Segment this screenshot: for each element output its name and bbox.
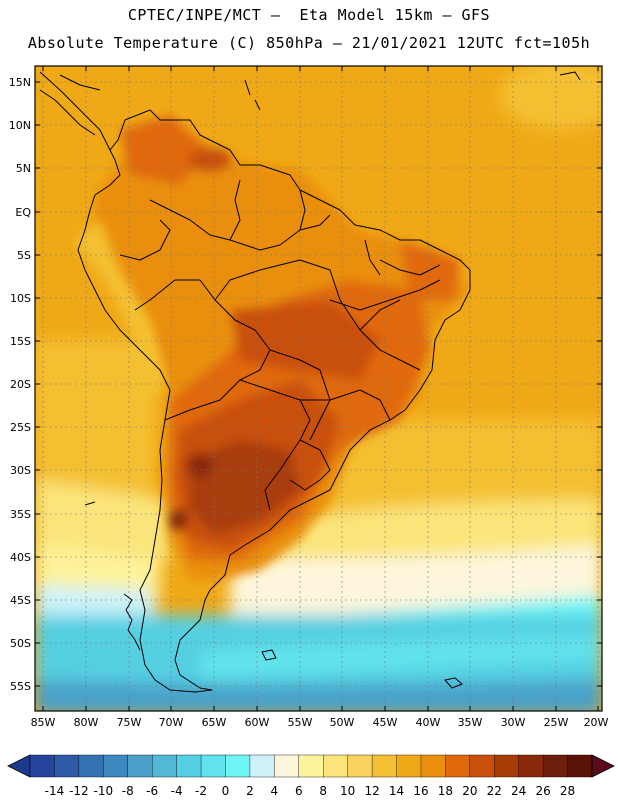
colorbar-tick-label: -14 xyxy=(45,784,65,798)
colorbar-tick-label: 18 xyxy=(438,784,453,798)
latitude-axis: 15N 10N 5N EQ 5S 10S 15S 20S 25S 30S 35S… xyxy=(9,76,32,693)
colorbar-tick-label: 26 xyxy=(535,784,550,798)
colorbar-tick-label: -2 xyxy=(195,784,207,798)
colorbar-swatch xyxy=(103,754,129,778)
colorbar-swatch xyxy=(200,754,226,778)
colorbar-low-arrow xyxy=(7,754,31,778)
lon-label: 30W xyxy=(501,716,526,729)
colorbar-swatch xyxy=(127,754,153,778)
lon-label: 55W xyxy=(288,716,313,729)
colorbar-tick-label: 16 xyxy=(413,784,428,798)
colorbar-tick-label: 24 xyxy=(511,784,526,798)
colorbar-tick-label: 14 xyxy=(389,784,404,798)
colorbar-swatch xyxy=(469,754,495,778)
title-line-1: CPTEC/INPE/MCT – Eta Model 15km – GFS xyxy=(127,6,491,24)
colorbar-tick-label: 10 xyxy=(340,784,355,798)
colorbar-tick-label: -12 xyxy=(69,784,89,798)
lat-label: 20S xyxy=(10,378,31,391)
lon-label: 75W xyxy=(117,716,142,729)
colorbar-swatch xyxy=(323,754,349,778)
lon-label: 70W xyxy=(159,716,184,729)
colorbar-tick-label: 4 xyxy=(271,784,279,798)
colorbar-tick-label: 22 xyxy=(487,784,502,798)
lat-label: 55S xyxy=(10,680,31,693)
colorbar: -14 -12 -10 -8 -6 -4 -2 0 2 4 6 8 10 12 14 16 18 20 22 24 26… xyxy=(7,754,615,798)
lon-label: 80W xyxy=(74,716,99,729)
colorbar-swatch xyxy=(225,754,251,778)
colorbar-swatch xyxy=(298,754,324,778)
lat-label: 35S xyxy=(10,508,31,521)
colorbar-swatch xyxy=(151,754,178,778)
colorbar-swatch xyxy=(54,754,80,778)
colorbar-swatch xyxy=(445,754,471,778)
colorbar-swatch xyxy=(78,754,104,778)
colorbar-tick-label: -8 xyxy=(122,784,134,798)
lat-label: 40S xyxy=(10,551,31,564)
colorbar-swatch xyxy=(176,754,202,778)
colorbar-tick-label: -10 xyxy=(93,784,113,798)
lon-label: 85W xyxy=(31,716,56,729)
colorbar-swatch xyxy=(371,754,398,778)
lon-label: 40W xyxy=(416,716,441,729)
lon-label: 60W xyxy=(245,716,270,729)
colorbar-tick-label: 6 xyxy=(295,784,303,798)
longitude-axis: 85W 80W 75W 70W 65W 60W 55W 50W 45W 40W … xyxy=(31,716,609,729)
lat-label: EQ xyxy=(15,206,31,219)
lat-label: 5S xyxy=(17,249,31,262)
lat-label: 45S xyxy=(10,594,31,607)
colorbar-tick-label: 2 xyxy=(246,784,254,798)
coastlines xyxy=(39,71,581,693)
colorbar-swatch xyxy=(542,754,569,778)
colorbar-swatch xyxy=(420,754,446,778)
lat-label: 50S xyxy=(10,637,31,650)
colorbar-swatch xyxy=(567,754,593,778)
lat-label: 10S xyxy=(10,292,31,305)
axis-ticks xyxy=(35,66,602,711)
colorbar-swatch xyxy=(29,754,55,778)
lon-label: 50W xyxy=(330,716,355,729)
lon-label: 65W xyxy=(202,716,227,729)
lon-label: 20W xyxy=(584,716,609,729)
colorbar-swatch xyxy=(396,754,422,778)
lon-label: 45W xyxy=(373,716,398,729)
colorbar-high-arrow xyxy=(591,754,615,778)
colorbar-tick-label: -4 xyxy=(171,784,183,798)
colorbar-tick-label: 20 xyxy=(462,784,477,798)
colorbar-tick-label: 28 xyxy=(560,784,575,798)
colorbar-swatch xyxy=(518,754,544,778)
temperature-field xyxy=(35,66,602,711)
lat-label: 25S xyxy=(10,421,31,434)
colorbar-swatch xyxy=(347,754,373,778)
colorbar-swatch xyxy=(494,754,520,778)
lat-label: 5N xyxy=(16,162,31,175)
colorbar-tick-label: -6 xyxy=(146,784,158,798)
colorbar-tick-label: 8 xyxy=(319,784,327,798)
colorbar-swatch xyxy=(274,754,300,778)
lat-label: 15S xyxy=(10,335,31,348)
lat-label: 15N xyxy=(9,76,31,89)
colorbar-swatch xyxy=(249,754,275,778)
lat-label: 30S xyxy=(10,464,31,477)
lon-label: 25W xyxy=(544,716,569,729)
colorbar-tick-label: 0 xyxy=(222,784,230,798)
colorbar-tick-label: 12 xyxy=(364,784,379,798)
title-line-2: Absolute Temperature (C) 850hPa – 21/01/… xyxy=(27,34,591,52)
map-border xyxy=(34,65,603,712)
lon-label: 35W xyxy=(458,716,483,729)
lat-label: 10N xyxy=(9,119,31,132)
